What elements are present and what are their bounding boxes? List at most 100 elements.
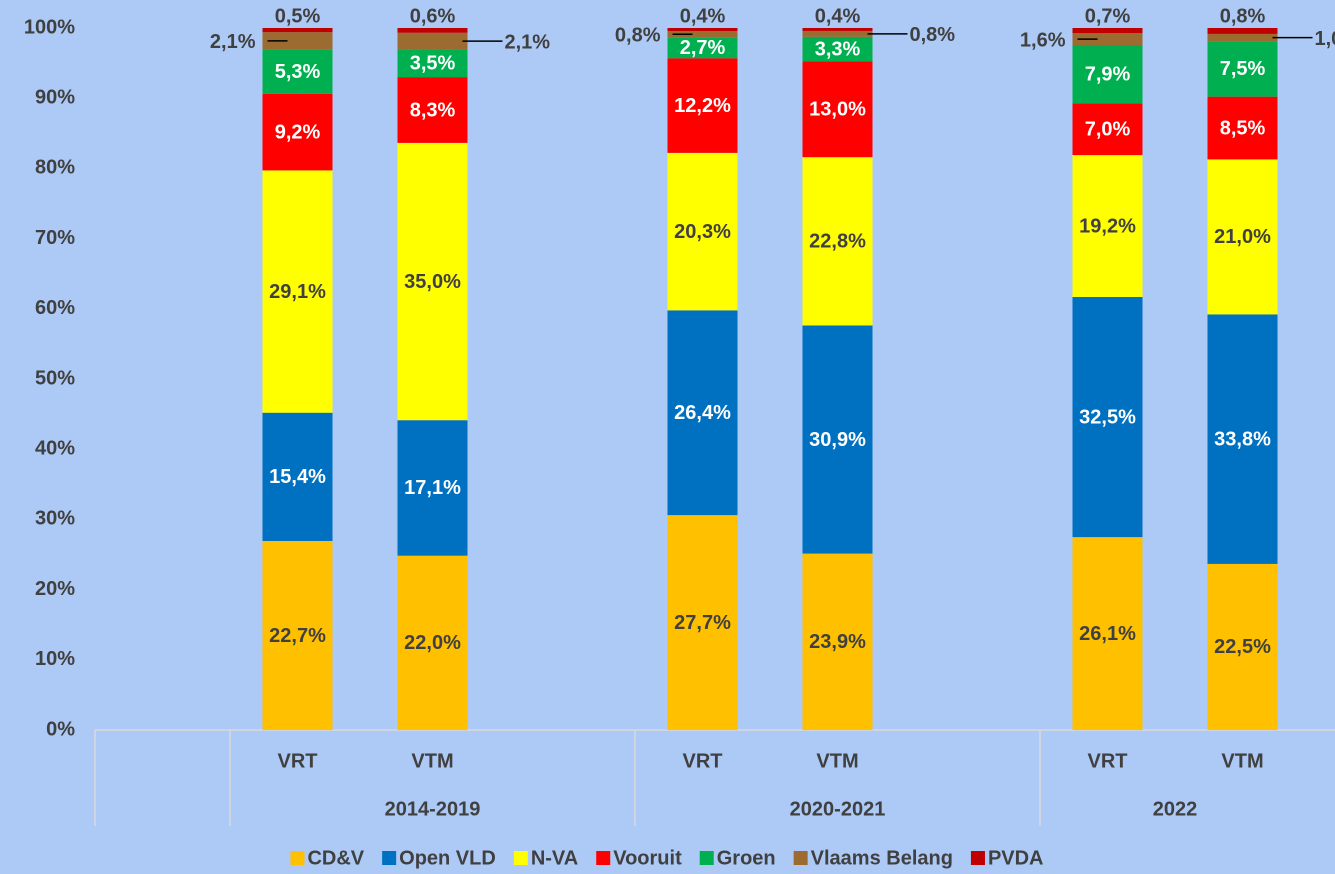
legend-label: PVDA (988, 847, 1044, 869)
data-label: 27,7% (674, 612, 731, 634)
data-label: 26,4% (674, 402, 731, 424)
data-label: 35,0% (404, 271, 461, 293)
bar-segment (397, 77, 468, 143)
data-label: 22,5% (1214, 636, 1271, 658)
data-label: 12,2% (674, 95, 731, 117)
x-tick-label: VTM (1221, 750, 1263, 772)
data-label: 20,3% (674, 221, 731, 243)
group-label: 2014-2019 (385, 798, 481, 820)
bar-segment (802, 28, 873, 31)
legend-label: Open VLD (399, 847, 496, 869)
bar-segment (667, 310, 738, 516)
y-tick-label: 20% (35, 578, 75, 600)
bar-segment (397, 142, 468, 421)
bar-segment (667, 31, 738, 38)
bar-segment (667, 28, 738, 32)
bar-segment (802, 36, 873, 62)
data-label: 22,8% (809, 231, 866, 253)
data-label: 1,6% (1020, 29, 1066, 51)
data-label: 2,7% (680, 37, 726, 59)
x-tick-label: VRT (683, 750, 723, 772)
bar-segment (1207, 159, 1278, 315)
data-label: 3,5% (410, 53, 456, 75)
data-label: 0,8% (1220, 5, 1266, 27)
bar-segment (262, 93, 333, 171)
group-label: 2022 (1153, 798, 1198, 820)
bar-segment (1207, 563, 1278, 730)
data-label: 30,9% (809, 429, 866, 451)
group-label: 2020-2021 (790, 798, 886, 820)
data-label: 0,7% (1085, 5, 1131, 27)
data-label: 7,5% (1220, 58, 1266, 80)
data-label: 0,8% (910, 24, 956, 46)
data-label: 33,8% (1214, 428, 1271, 450)
bar-segment (397, 555, 468, 730)
bar-segment (262, 170, 333, 413)
y-tick-label: 50% (35, 367, 75, 389)
data-label: 22,0% (404, 632, 461, 654)
data-label: 29,1% (269, 281, 326, 303)
bar-segment (667, 515, 738, 730)
bar-segment (1207, 314, 1278, 564)
bar-segment (262, 540, 333, 730)
bar-segment (262, 32, 333, 50)
y-tick-label: 80% (35, 157, 75, 179)
legend-swatch (970, 851, 985, 865)
data-label: 2,1% (210, 31, 256, 53)
bar-segment (802, 157, 873, 326)
bar-segment (1072, 103, 1143, 156)
bar-segment (802, 30, 873, 37)
data-label: 19,2% (1079, 215, 1136, 237)
data-label: 9,2% (275, 121, 321, 143)
data-label: 0,8% (615, 24, 661, 46)
bar-segment (1072, 28, 1143, 34)
legend-swatch (793, 851, 808, 865)
data-label: 15,4% (269, 466, 326, 488)
bar-segment (802, 61, 873, 158)
legend-label: Vooruit (613, 847, 682, 869)
data-label: 0,4% (680, 5, 726, 27)
data-label: 32,5% (1079, 406, 1136, 428)
bar-segment (802, 325, 873, 554)
data-label: 13,0% (809, 98, 866, 120)
x-tick-label: VTM (411, 750, 453, 772)
legend-swatch (596, 851, 611, 865)
x-tick-label: VRT (1088, 750, 1128, 772)
legend-label: Groen (717, 847, 776, 869)
legend-swatch (699, 851, 714, 865)
y-tick-label: 0% (46, 718, 75, 740)
y-tick-label: 30% (35, 508, 75, 530)
bar-segment (1207, 28, 1278, 34)
bar-segment (1207, 96, 1278, 160)
data-label: 23,9% (809, 631, 866, 653)
data-label: 0,4% (815, 5, 861, 27)
data-label: 8,5% (1220, 117, 1266, 139)
data-label: 7,0% (1085, 119, 1131, 141)
data-label: 21,0% (1214, 226, 1271, 248)
bar-segment (262, 412, 333, 541)
data-label: 1,0% (1315, 28, 1335, 50)
y-tick-label: 100% (24, 16, 75, 38)
y-tick-label: 90% (35, 86, 75, 108)
data-label: 22,7% (269, 625, 326, 647)
data-label: 5,3% (275, 61, 321, 83)
bar-segment (1207, 33, 1278, 42)
x-tick-label: VRT (278, 750, 318, 772)
bar-segment (1072, 33, 1143, 45)
x-tick-label: VTM (816, 750, 858, 772)
bar-segment (1207, 41, 1278, 97)
bar-segment (802, 553, 873, 730)
bar-segment (1072, 44, 1143, 104)
data-label: 0,5% (275, 5, 321, 27)
data-label: 17,1% (404, 477, 461, 499)
data-label: 7,9% (1085, 63, 1131, 85)
legend-swatch (290, 851, 305, 865)
y-tick-label: 60% (35, 297, 75, 319)
data-label: 3,3% (815, 38, 861, 60)
data-label: 0,6% (410, 5, 456, 27)
legend-swatch (513, 851, 528, 865)
bar-segment (1072, 155, 1143, 297)
bar-segment (397, 28, 468, 33)
legend-swatch (382, 851, 397, 865)
